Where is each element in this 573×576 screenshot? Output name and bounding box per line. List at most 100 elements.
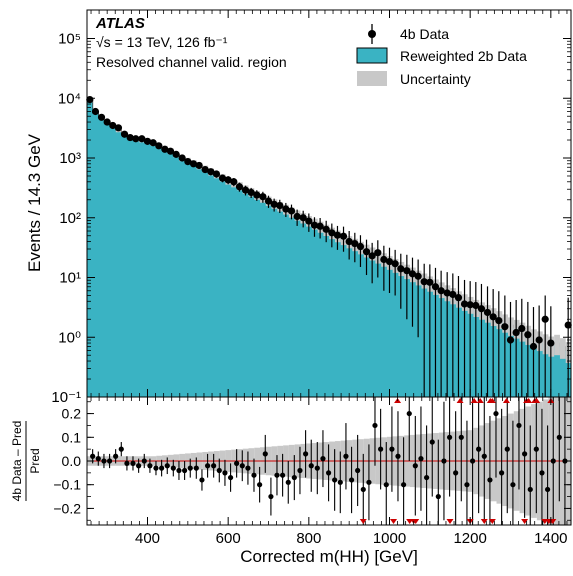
ratio-point: [222, 470, 228, 476]
overflow-up-marker: [533, 398, 541, 403]
data-point: [345, 237, 353, 246]
ratio-y-axis: −0.2 −0.1 0.0 0.1 0.2: [53, 401, 571, 521]
ratio-point: [504, 446, 510, 452]
y-tick-label: 10⁰: [58, 329, 81, 346]
ratio-point: [418, 456, 424, 462]
overflow-up-marker: [525, 398, 533, 403]
overflow-up-marker: [456, 398, 464, 403]
ratio-point: [550, 458, 556, 464]
data-point: [466, 301, 474, 309]
data-point: [518, 324, 526, 333]
ratio-point: [170, 465, 176, 471]
ratio-point: [458, 434, 464, 440]
data-point: [241, 186, 250, 194]
uncertainty-bin: [559, 338, 566, 359]
data-point: [184, 158, 192, 166]
y-tick-label: 10⁻¹: [51, 389, 81, 406]
data-point: [287, 207, 296, 215]
overflow-up-marker: [476, 398, 484, 403]
data-point: [339, 232, 348, 240]
ratio-point: [348, 477, 355, 483]
ratio-y-tick-label: −0.2: [53, 500, 81, 516]
data-point: [506, 336, 515, 344]
ratio-point: [487, 477, 493, 483]
ratio-point: [406, 410, 412, 417]
main-x-axis-ticks: [90, 10, 568, 397]
ratio-point: [308, 463, 314, 469]
data-point: [541, 315, 549, 323]
data-point: [126, 133, 134, 142]
data-point: [155, 142, 163, 150]
ratio-point: [262, 451, 268, 457]
data-point: [132, 135, 140, 143]
data-point: [443, 289, 451, 297]
ratio-point: [176, 467, 182, 474]
ratio-y-tick-label: 0.2: [62, 406, 82, 422]
overflow-up-marker: [502, 398, 510, 403]
data-point: [230, 178, 238, 186]
y-tick-label: 10⁵: [58, 31, 81, 48]
data-point: [374, 249, 382, 257]
data-point: [529, 342, 538, 351]
ratio-point: [106, 458, 113, 464]
overflow-up-marker: [470, 398, 478, 403]
data-point: [460, 300, 469, 308]
legend-label-prediction: Reweighted 2b Data: [400, 48, 527, 64]
data-point: [120, 130, 129, 138]
data-point: [385, 257, 394, 266]
data-point: [477, 305, 486, 313]
ratio-y-label-denominator: Pred: [28, 448, 42, 473]
data-point: [547, 339, 555, 347]
ratio-point: [101, 458, 107, 464]
data-points: [86, 95, 572, 397]
x-tick-label: 1000: [373, 530, 406, 547]
data-point: [178, 154, 186, 162]
data-point: [501, 323, 509, 331]
ratio-point: [268, 493, 274, 500]
data-point: [161, 145, 169, 153]
overflow-down-marker: [446, 519, 454, 524]
ratio-point: [303, 451, 309, 457]
ratio-point: [113, 453, 119, 459]
data-point: [524, 331, 532, 339]
ratio-point: [522, 451, 528, 457]
data-point: [333, 231, 342, 239]
x-tick-label: 800: [296, 530, 321, 547]
ratio-point: [291, 474, 297, 481]
data-point: [535, 336, 543, 344]
ratio-point: [435, 493, 441, 500]
data-point: [247, 188, 255, 197]
ratio-point: [556, 434, 562, 440]
data-point: [316, 222, 324, 230]
data-point: [489, 313, 497, 321]
data-point: [408, 270, 417, 278]
data-point: [454, 294, 463, 302]
uncertainty-bin: [554, 334, 560, 356]
data-point: [391, 260, 399, 268]
data-point: [109, 121, 117, 130]
ratio-point: [274, 472, 280, 478]
ratio-point: [95, 456, 101, 462]
ratio-point: [389, 446, 395, 452]
data-point: [564, 321, 572, 329]
data-point: [235, 183, 244, 191]
data-point: [212, 170, 221, 178]
ratio-point: [118, 446, 124, 452]
data-point: [103, 118, 111, 126]
ratio-y-axis-label: 4b Data – Pred Pred: [10, 421, 42, 502]
data-point: [259, 193, 267, 201]
data-point: [483, 308, 492, 317]
data-point: [426, 278, 434, 286]
ratio-point: [343, 453, 349, 459]
data-point: [172, 150, 180, 158]
ratio-point: [469, 458, 476, 464]
experiment-label: ATLAS: [95, 15, 145, 32]
data-point: [305, 217, 313, 225]
ratio-point: [412, 463, 418, 469]
ratio-point: [234, 460, 240, 466]
legend-label-data: 4b Data: [400, 26, 449, 42]
data-point: [495, 316, 503, 325]
data-point: [91, 107, 100, 116]
data-point: [368, 252, 376, 260]
